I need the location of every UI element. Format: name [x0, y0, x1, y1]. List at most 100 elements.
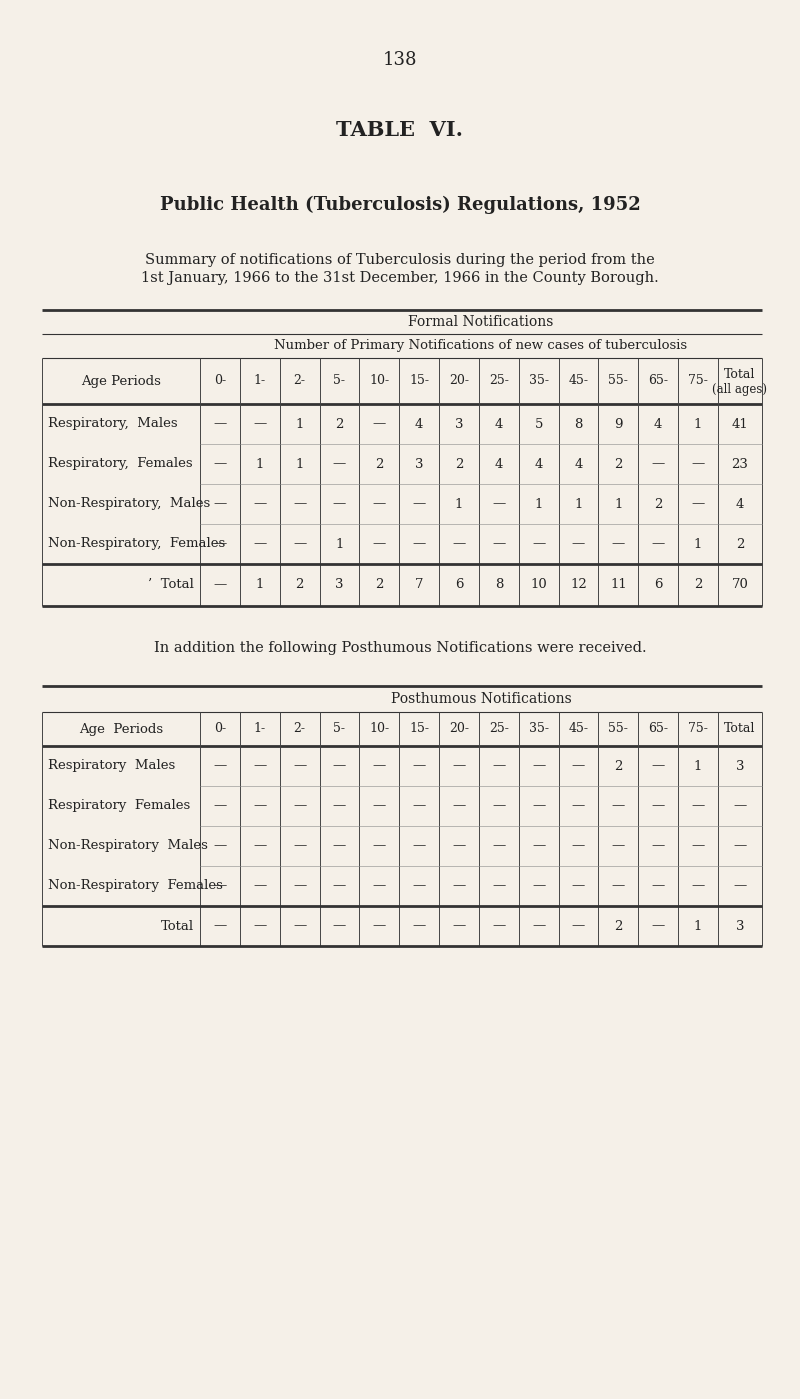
- Text: —: —: [691, 457, 705, 470]
- Text: 5-: 5-: [334, 375, 346, 388]
- Text: —: —: [293, 498, 306, 511]
- Text: —: —: [293, 919, 306, 933]
- Text: Respiratory,  Females: Respiratory, Females: [48, 457, 193, 470]
- Text: —: —: [373, 880, 386, 893]
- Text: —: —: [492, 760, 506, 772]
- Text: —: —: [333, 457, 346, 470]
- Text: —: —: [612, 537, 625, 550]
- Text: Age  Periods: Age Periods: [79, 722, 163, 736]
- Text: 10-: 10-: [370, 375, 390, 388]
- Text: 41: 41: [732, 417, 748, 431]
- Text: —: —: [572, 537, 585, 550]
- Text: —: —: [652, 537, 665, 550]
- Text: —: —: [452, 880, 466, 893]
- Text: 15-: 15-: [409, 722, 429, 736]
- Text: —: —: [253, 537, 266, 550]
- Text: —: —: [612, 839, 625, 852]
- Text: 25-: 25-: [489, 375, 509, 388]
- Text: 12: 12: [570, 579, 587, 592]
- Text: 45-: 45-: [569, 375, 589, 388]
- Text: TABLE  VI.: TABLE VI.: [337, 120, 463, 140]
- Text: —: —: [413, 839, 426, 852]
- Text: —: —: [214, 498, 226, 511]
- Text: —: —: [492, 839, 506, 852]
- Text: —: —: [214, 839, 226, 852]
- Text: 20-: 20-: [449, 375, 469, 388]
- Text: 4: 4: [494, 417, 503, 431]
- Text: 1: 1: [295, 457, 304, 470]
- Text: —: —: [492, 919, 506, 933]
- Text: 23: 23: [731, 457, 749, 470]
- Text: 1: 1: [455, 498, 463, 511]
- Text: 65-: 65-: [648, 722, 668, 736]
- Text: 2: 2: [375, 579, 383, 592]
- Text: —: —: [373, 799, 386, 813]
- Text: 1st January, 1966 to the 31st December, 1966 in the County Borough.: 1st January, 1966 to the 31st December, …: [141, 271, 659, 285]
- Text: —: —: [214, 457, 226, 470]
- Text: 0-: 0-: [214, 375, 226, 388]
- Text: 20-: 20-: [449, 722, 469, 736]
- Text: —: —: [413, 760, 426, 772]
- Text: 1: 1: [694, 760, 702, 772]
- Text: 35-: 35-: [529, 375, 549, 388]
- Text: —: —: [492, 799, 506, 813]
- Text: —: —: [333, 839, 346, 852]
- Text: 8: 8: [494, 579, 503, 592]
- Text: —: —: [572, 799, 585, 813]
- Text: —: —: [413, 498, 426, 511]
- Text: —: —: [612, 880, 625, 893]
- Text: 2: 2: [736, 537, 744, 550]
- Text: Posthumous Notifications: Posthumous Notifications: [390, 693, 571, 706]
- Text: 2: 2: [335, 417, 344, 431]
- Text: —: —: [572, 760, 585, 772]
- Text: 4: 4: [415, 417, 423, 431]
- Text: —: —: [612, 799, 625, 813]
- Text: —: —: [333, 760, 346, 772]
- Text: —: —: [333, 880, 346, 893]
- Text: 7: 7: [415, 579, 423, 592]
- Text: Public Health (Tuberculosis) Regulations, 1952: Public Health (Tuberculosis) Regulations…: [160, 196, 640, 214]
- Text: —: —: [734, 839, 746, 852]
- Text: 2-: 2-: [294, 722, 306, 736]
- Text: —: —: [452, 799, 466, 813]
- Text: —: —: [214, 799, 226, 813]
- Text: 1: 1: [694, 417, 702, 431]
- Text: —: —: [452, 839, 466, 852]
- Text: —: —: [734, 880, 746, 893]
- Text: —: —: [532, 839, 546, 852]
- Text: Number of Primary Notifications of new cases of tuberculosis: Number of Primary Notifications of new c…: [274, 340, 687, 353]
- Text: —: —: [691, 799, 705, 813]
- Text: 1: 1: [694, 919, 702, 933]
- Text: 55-: 55-: [609, 722, 628, 736]
- Text: 8: 8: [574, 417, 582, 431]
- Text: 10: 10: [530, 579, 547, 592]
- Text: —: —: [373, 760, 386, 772]
- Text: 3: 3: [736, 760, 744, 772]
- Text: —: —: [532, 799, 546, 813]
- Text: 1-: 1-: [254, 722, 266, 736]
- Text: —: —: [253, 919, 266, 933]
- Text: Total: Total: [161, 919, 194, 933]
- Text: 1: 1: [574, 498, 582, 511]
- Text: Non-Respiratory  Females: Non-Respiratory Females: [48, 880, 223, 893]
- Text: 45-: 45-: [569, 722, 589, 736]
- Text: —: —: [452, 537, 466, 550]
- Text: —: —: [532, 919, 546, 933]
- Text: 3: 3: [415, 457, 423, 470]
- Text: —: —: [691, 498, 705, 511]
- Text: —: —: [293, 839, 306, 852]
- Text: 4: 4: [494, 457, 503, 470]
- Text: 10-: 10-: [370, 722, 390, 736]
- Text: —: —: [214, 417, 226, 431]
- Text: 1: 1: [694, 537, 702, 550]
- Text: —: —: [572, 839, 585, 852]
- Text: 1: 1: [295, 417, 304, 431]
- Text: —: —: [413, 537, 426, 550]
- Text: 11: 11: [610, 579, 626, 592]
- Text: Total: Total: [724, 368, 756, 382]
- Text: 70: 70: [731, 579, 749, 592]
- Text: 2: 2: [694, 579, 702, 592]
- Text: 4: 4: [654, 417, 662, 431]
- Text: 2: 2: [614, 919, 622, 933]
- Text: 1: 1: [255, 457, 264, 470]
